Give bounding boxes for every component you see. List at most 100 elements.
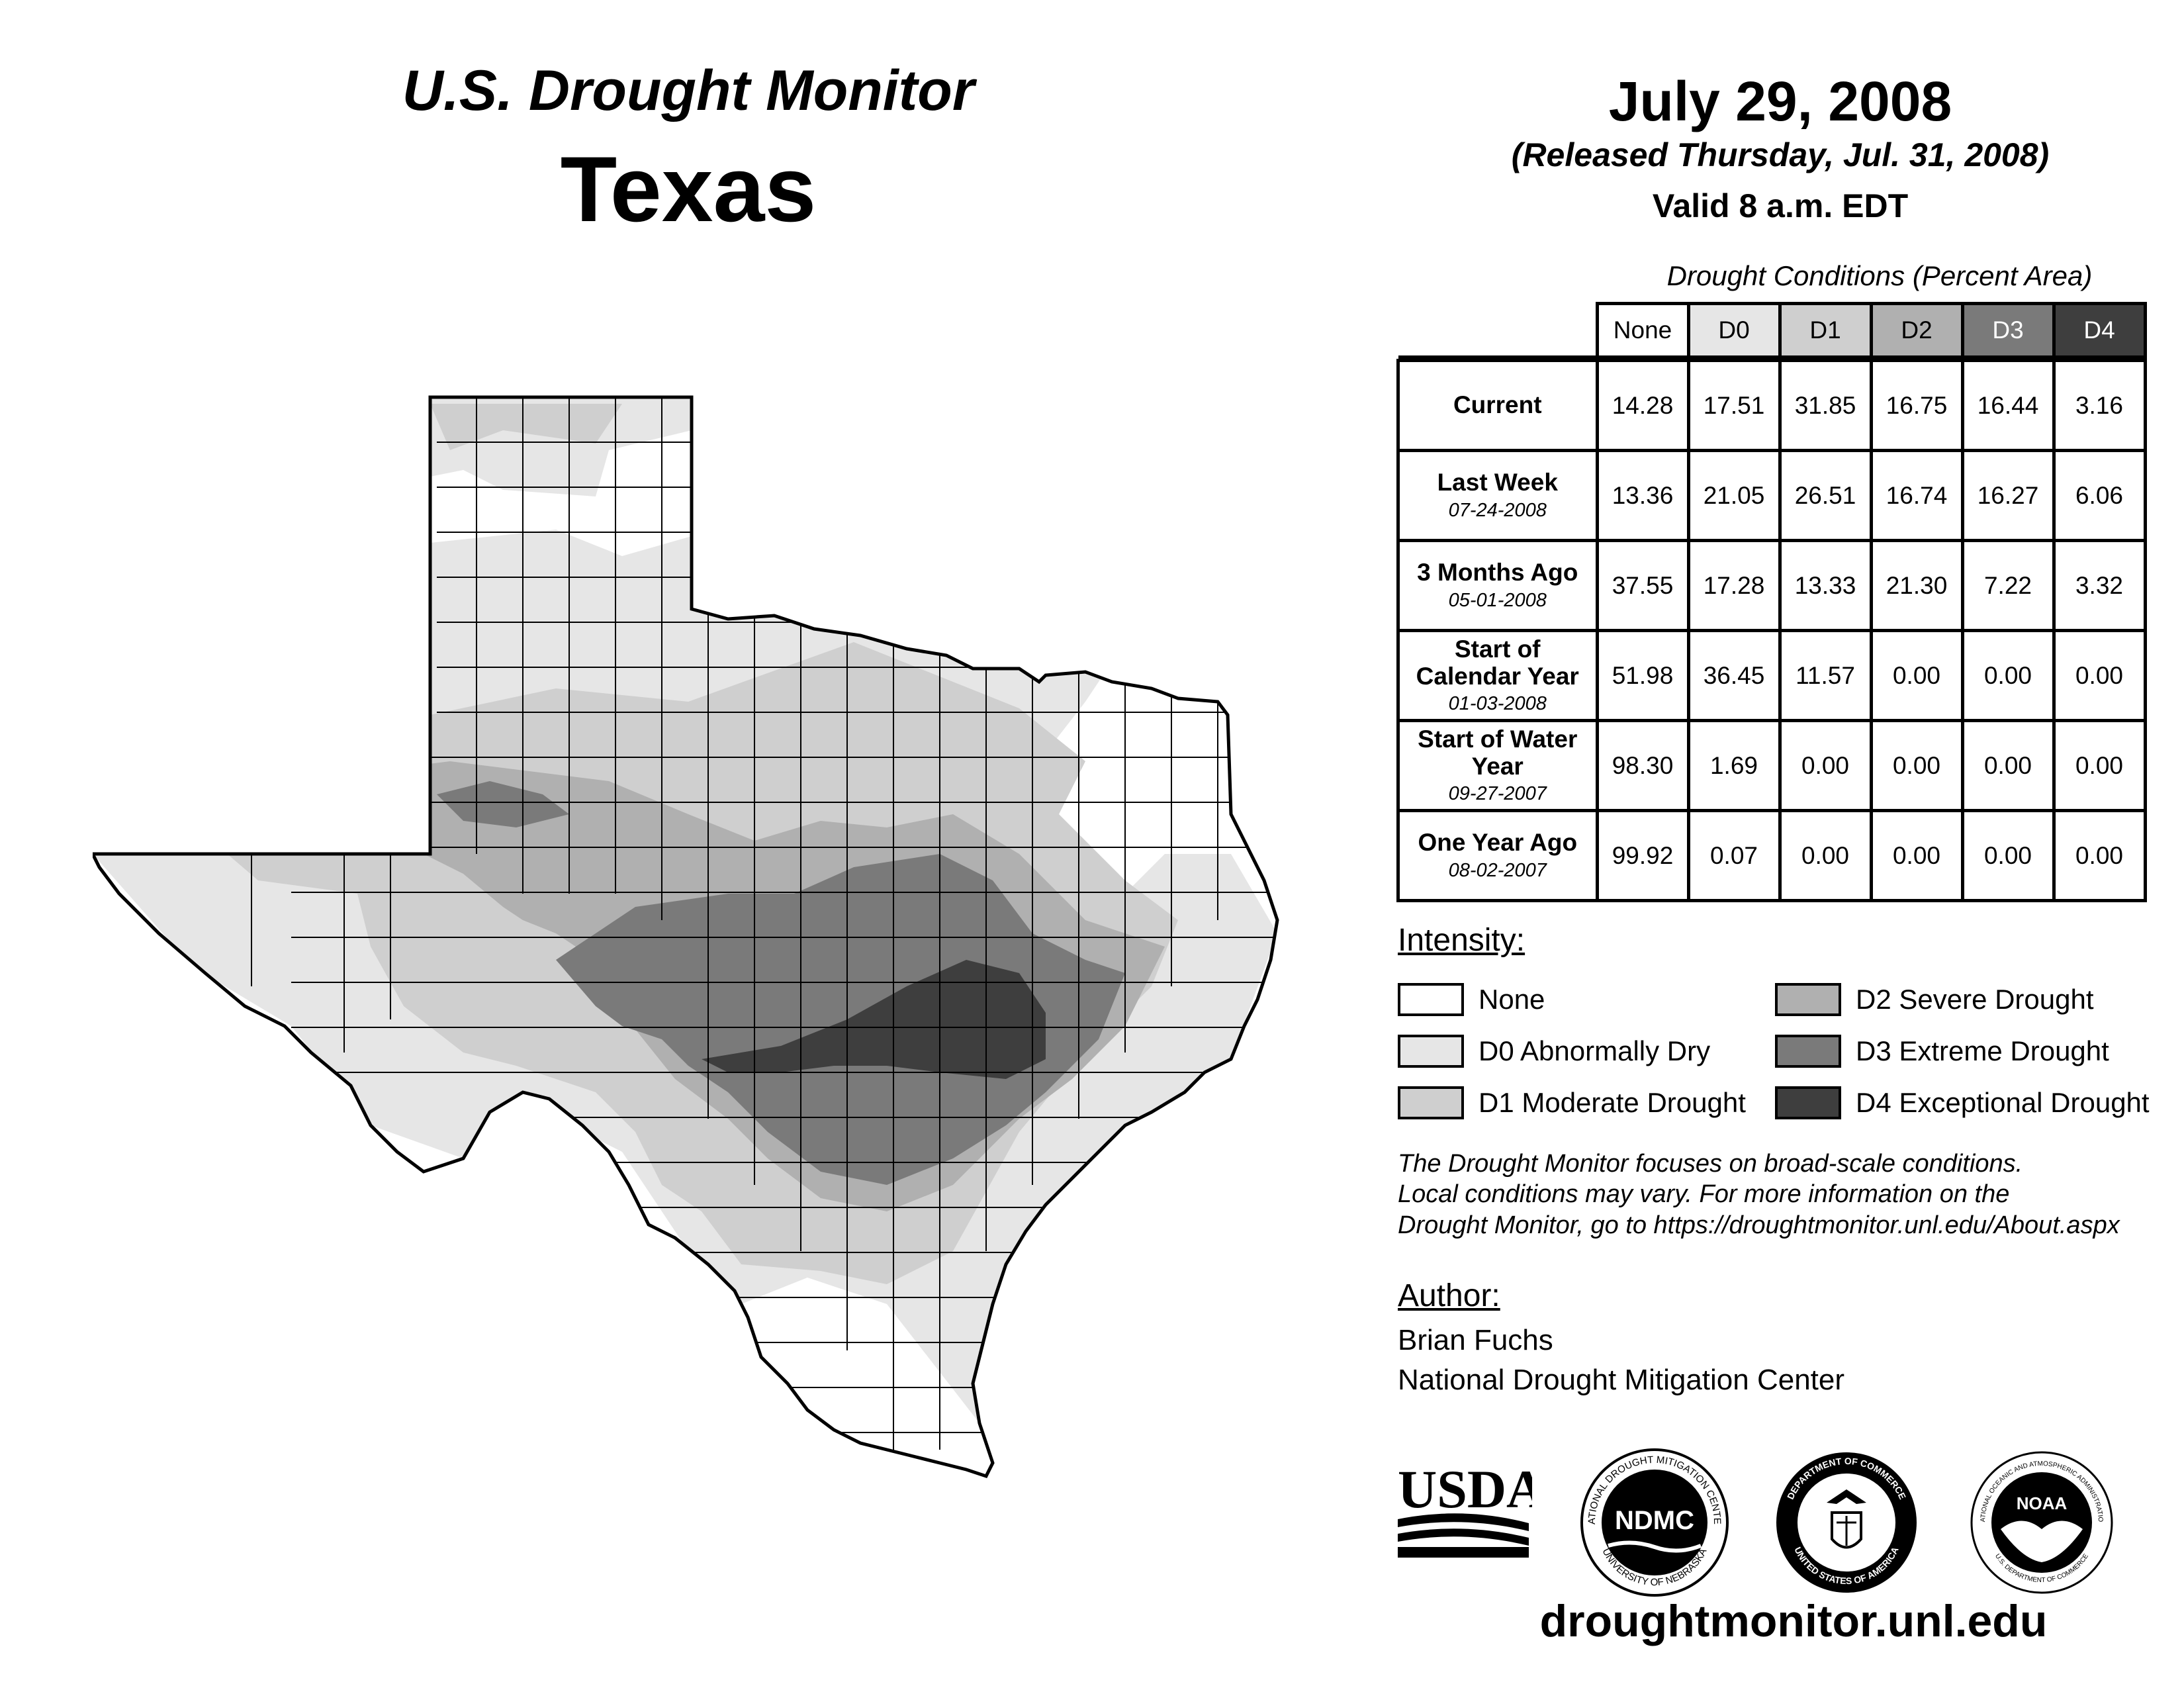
- table-cell: 0.00: [1869, 629, 1964, 722]
- table-row: 3 Months Ago 05-01-2008 37.55 17.28 13.33 21.…: [1396, 539, 2147, 632]
- row-label: One Year Ago 08-02-2007: [1396, 809, 1599, 902]
- table-caption: Drought Conditions (Percent Area): [1666, 260, 2093, 291]
- gull-icon: [2001, 1521, 2083, 1562]
- table-cell: 0.07: [1686, 809, 1782, 902]
- row-date: 05-01-2008: [1448, 589, 1547, 611]
- table-body: Current 14.28 17.51 31.85 16.75 16.44 3.16 Last…: [1396, 359, 2147, 902]
- table-cell: 0.00: [1869, 719, 1964, 812]
- disclaimer-note: The Drought Monitor focuses on broad-sca…: [1398, 1149, 2179, 1241]
- table-cell: 31.85: [1778, 359, 1873, 452]
- state-title: Texas: [560, 137, 817, 241]
- noaa-logo-text: NOAA: [2017, 1493, 2068, 1513]
- table-cell: 17.51: [1686, 359, 1782, 452]
- usda-logo-text: USDA: [1398, 1460, 1532, 1519]
- row-label-text: One Year Ago: [1418, 829, 1578, 857]
- table-row: Start of Calendar Year 01-03-2008 51.98 36.…: [1396, 629, 2147, 722]
- col-none: None: [1595, 302, 1690, 359]
- drought-conditions-table: None D0 D1 D2 D3 D4 Current 14.28 17.51 31.…: [1396, 302, 2147, 902]
- note-line: Local conditions may vary. For more info…: [1398, 1180, 2010, 1209]
- col-d2: D2: [1869, 302, 1964, 359]
- legend-swatch-d3: [1775, 1035, 1841, 1068]
- table-cell: 16.74: [1869, 449, 1964, 542]
- legend-swatch-d0: [1398, 1035, 1464, 1068]
- legend-swatch-d4: [1775, 1086, 1841, 1119]
- row-label: 3 Months Ago 05-01-2008: [1396, 539, 1599, 632]
- row-date: 08-02-2007: [1448, 859, 1547, 881]
- row-label: Start of Water Year 09-27-2007: [1396, 719, 1599, 812]
- legend-swatch-d1: [1398, 1086, 1464, 1119]
- row-label: Current: [1396, 359, 1599, 452]
- table-cell: 13.36: [1595, 449, 1690, 542]
- table-cell: 51.98: [1595, 629, 1690, 722]
- d4-area: [702, 960, 1046, 1079]
- table-cell: 37.55: [1595, 539, 1690, 632]
- monitor-title: U.S. Drought Monitor: [402, 59, 975, 122]
- eagle-icon: [1827, 1489, 1866, 1504]
- col-d1: D1: [1778, 302, 1873, 359]
- row-date: 09-27-2007: [1448, 783, 1547, 805]
- table-cell: 0.00: [1778, 809, 1873, 902]
- table-row: Start of Water Year 09-27-2007 98.30 1.69 0.…: [1396, 719, 2147, 812]
- row-label-text: Start of Water Year: [1418, 725, 1578, 780]
- table-cell: 7.22: [1960, 539, 2056, 632]
- table-cell: 0.00: [1778, 719, 1873, 812]
- table-cell: 21.30: [1869, 539, 1964, 632]
- row-label: Last Week 07-24-2008: [1396, 449, 1599, 542]
- note-line: The Drought Monitor focuses on broad-sca…: [1398, 1150, 2023, 1178]
- row-label-text: 3 Months Ago: [1417, 559, 1578, 586]
- noaa-logo: NATIONAL OCEANIC AND ATMOSPHERIC ADMINIS…: [1969, 1450, 2113, 1594]
- row-date: 07-24-2008: [1448, 499, 1547, 521]
- table-row: Current 14.28 17.51 31.85 16.75 16.44 3.16: [1396, 359, 2147, 452]
- legend-item-d0: D0 Abnormally Dry: [1398, 1031, 1710, 1071]
- table-cell: 6.06: [2052, 449, 2147, 542]
- table-cell: 0.00: [1960, 629, 2056, 722]
- table-cell: 36.45: [1686, 629, 1782, 722]
- table-cell: 17.28: [1686, 539, 1782, 632]
- map-date: July 29, 2008: [1608, 70, 1952, 132]
- note-line: Drought Monitor, go to https://droughtmo…: [1398, 1211, 2120, 1239]
- legend-item-d2: D2 Severe Drought: [1775, 980, 2094, 1019]
- legend-label: D0 Abnormally Dry: [1479, 1035, 1711, 1066]
- legend-swatch-none: [1398, 983, 1464, 1016]
- row-label-text: Start of Calendar Year: [1416, 635, 1579, 690]
- valid-time: Valid 8 a.m. EDT: [1652, 187, 1909, 224]
- table-cell: 98.30: [1595, 719, 1690, 812]
- table-cell: 11.57: [1778, 629, 1873, 722]
- table-cell: 26.51: [1778, 449, 1873, 542]
- legend-label: D3 Extreme Drought: [1856, 1035, 2109, 1066]
- legend-item-d1: D1 Moderate Drought: [1398, 1083, 1746, 1123]
- table-cell: 16.75: [1869, 359, 1964, 452]
- legend-item-d4: D4 Exceptional Drought: [1775, 1083, 2150, 1123]
- table-cell: 0.00: [2052, 719, 2147, 812]
- legend-label: D1 Moderate Drought: [1479, 1087, 1746, 1118]
- legend-swatch-d2: [1775, 983, 1841, 1016]
- ndmc-logo: NATIONAL DROUGHT MITIGATION CENTER UNIVE…: [1578, 1446, 1729, 1597]
- table-cell: 13.33: [1778, 539, 1873, 632]
- col-d4: D4: [2052, 302, 2147, 359]
- table-cell: 3.32: [2052, 539, 2147, 632]
- table-cell: 0.00: [2052, 629, 2147, 722]
- table-cell: 0.00: [2052, 809, 2147, 902]
- table-cell: 0.00: [1960, 809, 2056, 902]
- shield-icon: [1831, 1511, 1862, 1549]
- usda-logo: USDA: [1398, 1460, 1532, 1558]
- table-cell: 3.16: [2052, 359, 2147, 452]
- table-cell: 0.00: [1869, 809, 1964, 902]
- intensity-heading: Intensity:: [1398, 923, 1525, 958]
- table-cell: 14.28: [1595, 359, 1690, 452]
- table-row: One Year Ago 08-02-2007 99.92 0.07 0.00 0.00 0…: [1396, 809, 2147, 902]
- legend-item-none: None: [1398, 980, 1545, 1019]
- legend-label: D2 Severe Drought: [1856, 984, 2094, 1015]
- legend-item-d3: D3 Extreme Drought: [1775, 1031, 2109, 1071]
- website-url[interactable]: droughtmonitor.unl.edu: [1539, 1596, 2048, 1646]
- legend-label: None: [1479, 984, 1545, 1015]
- ndmc-logo-text: NDMC: [1615, 1506, 1694, 1535]
- table-header-row: None D0 D1 D2 D3 D4: [1398, 302, 2147, 359]
- row-label-text: Current: [1453, 391, 1542, 419]
- row-label: Start of Calendar Year 01-03-2008: [1396, 629, 1599, 722]
- commerce-seal-logo: DEPARTMENT OF COMMERCE UNITED STATES OF …: [1776, 1452, 1917, 1593]
- author-name: Brian Fuchs: [1398, 1324, 1553, 1356]
- table-cell: 0.00: [1960, 719, 2056, 812]
- author-org: National Drought Mitigation Center: [1398, 1364, 1845, 1396]
- table-cell: 21.05: [1686, 449, 1782, 542]
